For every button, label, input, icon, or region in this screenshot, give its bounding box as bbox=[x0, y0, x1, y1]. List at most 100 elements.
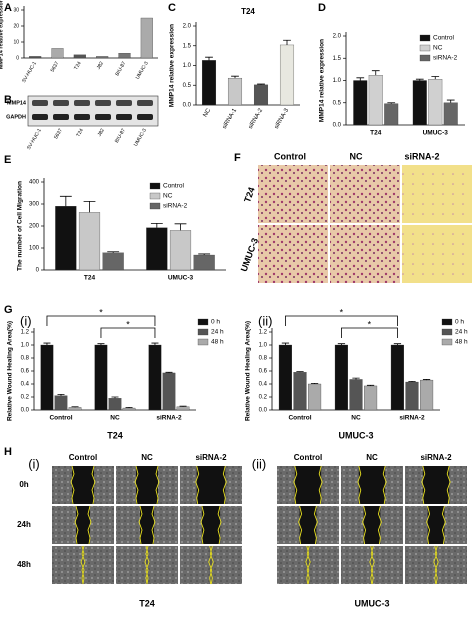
panel-sublabel: (ii) bbox=[252, 456, 266, 471]
error-bar bbox=[125, 407, 133, 409]
error-bar bbox=[356, 77, 365, 81]
y-tick-label: 1.0 bbox=[21, 343, 30, 349]
bar bbox=[308, 383, 322, 411]
bar bbox=[148, 344, 162, 411]
y-tick-label: 2.0 bbox=[333, 34, 342, 40]
error-bar bbox=[366, 384, 375, 386]
bar bbox=[54, 395, 68, 411]
error-bar bbox=[205, 56, 213, 61]
x-tick-label: NC bbox=[351, 415, 361, 422]
significance-mark: * bbox=[368, 319, 372, 329]
lane-label: UMUC-3 bbox=[133, 127, 148, 147]
legend-label: NC bbox=[433, 45, 443, 52]
bar bbox=[353, 80, 368, 126]
legend-swatch bbox=[197, 328, 209, 336]
error-bar bbox=[283, 39, 291, 45]
bar bbox=[176, 406, 190, 411]
column-label: Control bbox=[294, 453, 322, 462]
y-tick-label: 1.5 bbox=[333, 56, 342, 62]
error-bar bbox=[111, 396, 119, 399]
bar bbox=[428, 79, 443, 126]
bar bbox=[55, 206, 77, 271]
x-tick-label: T24 bbox=[73, 60, 83, 71]
legend-swatch bbox=[197, 338, 209, 346]
wound-gap bbox=[358, 466, 386, 504]
y-tick-label: 0.2 bbox=[21, 395, 30, 401]
error-bar bbox=[387, 102, 396, 104]
band bbox=[74, 100, 90, 106]
wound-gap bbox=[294, 466, 322, 504]
band bbox=[137, 114, 153, 120]
band bbox=[95, 100, 111, 106]
band bbox=[137, 100, 153, 106]
y-tick-label: 1.2 bbox=[21, 330, 30, 336]
x-tick-label: Control bbox=[288, 415, 311, 422]
bar bbox=[78, 212, 101, 271]
blot-frame bbox=[27, 95, 159, 127]
y-tick-label: 2.0 bbox=[183, 24, 192, 30]
wound-edge bbox=[74, 505, 92, 545]
column-label: NC bbox=[350, 151, 363, 161]
y-axis-label: MMP14 relative expression bbox=[169, 24, 176, 107]
y-tick-label: 0.0 bbox=[333, 123, 342, 129]
y-tick-label: 1.2 bbox=[259, 330, 268, 336]
panel-sublabel: (i) bbox=[20, 313, 32, 328]
panel-label: H bbox=[4, 446, 12, 458]
bar bbox=[193, 254, 215, 271]
error-bar bbox=[71, 406, 79, 408]
panel-label: D bbox=[318, 2, 326, 14]
wound-edge bbox=[357, 465, 387, 505]
micrograph bbox=[402, 225, 472, 283]
bar bbox=[412, 80, 427, 126]
legend-swatch bbox=[441, 338, 453, 346]
row-label: 24h bbox=[17, 520, 31, 529]
x-tick-label: UMUC-3 bbox=[168, 275, 194, 282]
wound-edge bbox=[426, 505, 446, 545]
wound-gap bbox=[370, 546, 374, 584]
x-tick-label: UMUC-3 bbox=[135, 60, 150, 80]
wound-edge bbox=[208, 545, 214, 585]
bar bbox=[118, 53, 131, 59]
column-label: Control bbox=[274, 151, 306, 161]
wound-gap bbox=[306, 546, 310, 584]
caption: UMUC-3 bbox=[355, 598, 390, 608]
error-bar bbox=[393, 343, 402, 345]
y-tick-label: 0.0 bbox=[259, 408, 268, 414]
bar bbox=[253, 84, 269, 106]
wound-edge bbox=[138, 505, 156, 545]
x-tick-label: 5637 bbox=[50, 60, 61, 73]
y-tick-label: 0.2 bbox=[259, 395, 268, 401]
error-bar bbox=[281, 342, 290, 345]
y-tick-label: 0.5 bbox=[333, 100, 342, 106]
legend-swatch bbox=[419, 54, 431, 62]
panel-label: E bbox=[4, 154, 11, 166]
micrograph bbox=[330, 225, 400, 283]
x-tick-label: siRNA-2 bbox=[248, 107, 265, 130]
x-tick-label: siRNA-1 bbox=[222, 107, 239, 130]
column-label: Control bbox=[69, 453, 97, 462]
bar bbox=[68, 407, 82, 411]
band bbox=[116, 114, 132, 120]
wound-edge bbox=[369, 545, 375, 585]
micrograph bbox=[258, 165, 328, 223]
legend-label: 0 h bbox=[211, 319, 220, 326]
bar bbox=[334, 344, 348, 411]
wound-gap bbox=[136, 466, 158, 504]
band bbox=[95, 114, 111, 120]
error-bar bbox=[151, 342, 159, 345]
wound-gap bbox=[363, 506, 381, 544]
wound-edge bbox=[80, 545, 86, 585]
significance-bracket bbox=[341, 327, 398, 338]
error-bar bbox=[371, 70, 380, 76]
error-bar bbox=[352, 377, 360, 380]
error-bar bbox=[337, 343, 346, 345]
y-axis-label: Relative Wound Healing Area(%) bbox=[7, 321, 14, 421]
column-label: siRNA-2 bbox=[420, 453, 452, 462]
y-tick-label: 10 bbox=[13, 39, 19, 45]
y-tick-label: 1.0 bbox=[183, 63, 192, 69]
wound-gap bbox=[201, 506, 221, 544]
bar bbox=[405, 381, 419, 411]
wound-gap bbox=[434, 546, 438, 584]
significance-mark: * bbox=[99, 307, 103, 317]
y-tick-label: 0 bbox=[16, 55, 19, 61]
